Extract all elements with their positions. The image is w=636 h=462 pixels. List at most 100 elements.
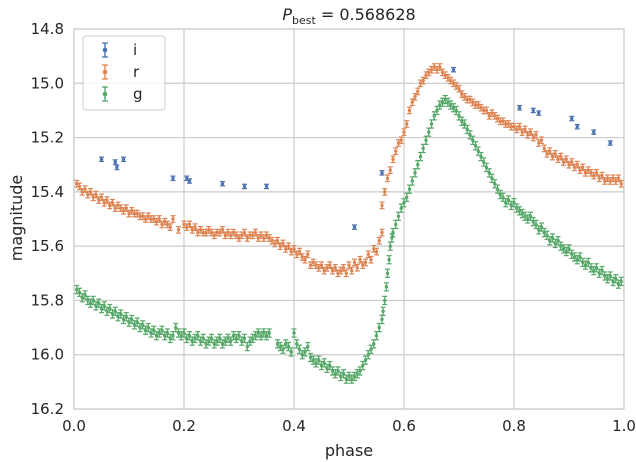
data-point-r (404, 120, 410, 128)
data-point-g (220, 339, 225, 349)
data-point-g (140, 320, 146, 330)
data-point-g (464, 124, 470, 135)
data-point-g (371, 339, 377, 349)
data-point-g (233, 333, 239, 344)
data-point-r (363, 258, 368, 267)
data-point-g (294, 339, 300, 349)
data-point-g (563, 246, 569, 257)
data-point-g (327, 360, 333, 371)
data-point-g (596, 268, 602, 278)
data-point-g (156, 328, 162, 338)
data-point-r (616, 174, 621, 183)
data-point-i (264, 183, 269, 190)
data-point-r (192, 223, 198, 231)
data-point-r (517, 122, 522, 131)
data-point-r (486, 111, 492, 120)
data-point-g (335, 366, 341, 376)
data-point-g (511, 198, 517, 208)
y-axis-label: magnitude (7, 175, 26, 262)
data-point-g (151, 325, 157, 335)
legend-item-i: i (102, 41, 137, 59)
data-point-g (338, 371, 344, 382)
data-point-g (195, 331, 201, 341)
data-point-g (288, 347, 294, 357)
data-point-g (137, 322, 143, 333)
data-point-r (291, 245, 297, 253)
data-point-r (319, 261, 324, 269)
data-point-r (385, 174, 390, 183)
legend-label: i (133, 41, 137, 59)
data-point-r (533, 131, 539, 139)
data-point-r (275, 236, 280, 245)
data-point-r (104, 196, 110, 204)
data-point-r (170, 215, 176, 223)
data-point-i (187, 178, 192, 184)
data-point-r (244, 234, 250, 242)
data-point-i (536, 110, 542, 116)
data-point-r (396, 139, 401, 147)
data-point-g (386, 255, 392, 265)
data-point-g (445, 97, 451, 107)
y-tick-label: 14.8 (31, 20, 64, 38)
data-point-r (156, 215, 162, 223)
data-point-g (610, 276, 616, 287)
data-point-g (132, 320, 137, 330)
data-point-g (558, 241, 564, 251)
data-point-r (580, 163, 586, 172)
data-point-g (231, 331, 236, 341)
data-point-g (165, 328, 170, 338)
data-point-r (99, 193, 104, 202)
data-point-r (176, 226, 181, 234)
data-point-g (383, 282, 389, 292)
data-point-r (599, 171, 605, 180)
legend-label: r (133, 63, 140, 81)
data-point-r (503, 120, 509, 128)
legend: irg (82, 35, 166, 111)
data-point-r (123, 204, 129, 212)
data-point-g (148, 328, 154, 338)
data-point-r (280, 239, 286, 248)
data-point-g (506, 195, 511, 205)
data-point-r (286, 242, 291, 250)
data-point-g (192, 333, 198, 344)
data-point-g (462, 119, 467, 129)
data-point-r (398, 136, 404, 145)
data-point-g (236, 331, 242, 341)
data-point-r (77, 182, 82, 191)
data-point-r (297, 247, 302, 256)
data-point-r (335, 269, 341, 278)
data-point-r (107, 201, 113, 210)
data-point-r (159, 220, 165, 229)
data-point-r (588, 169, 594, 177)
y-tick-label: 15.8 (31, 291, 64, 309)
data-point-g (380, 306, 386, 316)
data-point-r (261, 234, 267, 242)
series-g (74, 94, 624, 384)
data-point-g (437, 100, 443, 110)
data-point-r (368, 255, 374, 264)
data-point-r (82, 185, 88, 193)
data-point-r (379, 201, 385, 210)
data-point-r (332, 264, 338, 272)
x-tick-label: 0.0 (62, 417, 86, 435)
x-tick-label: 0.6 (392, 417, 416, 435)
data-point-r (200, 228, 206, 237)
data-point-i (99, 156, 104, 163)
data-point-g (382, 295, 388, 306)
data-point-g (266, 328, 272, 338)
data-point-r (110, 198, 115, 207)
series-i (99, 66, 613, 230)
data-point-g (90, 295, 96, 306)
data-point-r (552, 150, 558, 158)
data-point-g (451, 103, 456, 113)
y-tick-label: 15.0 (31, 74, 64, 92)
data-point-r (558, 152, 564, 161)
data-point-g (85, 295, 91, 306)
data-point-r (349, 266, 355, 275)
x-tick-labels: 0.0 0.2 0.4 0.6 0.8 1.0 (62, 417, 636, 435)
data-point-r (376, 236, 382, 245)
data-point-i (530, 107, 536, 114)
data-point-r (346, 261, 352, 269)
data-point-g (431, 111, 437, 121)
data-point-g (129, 314, 135, 325)
